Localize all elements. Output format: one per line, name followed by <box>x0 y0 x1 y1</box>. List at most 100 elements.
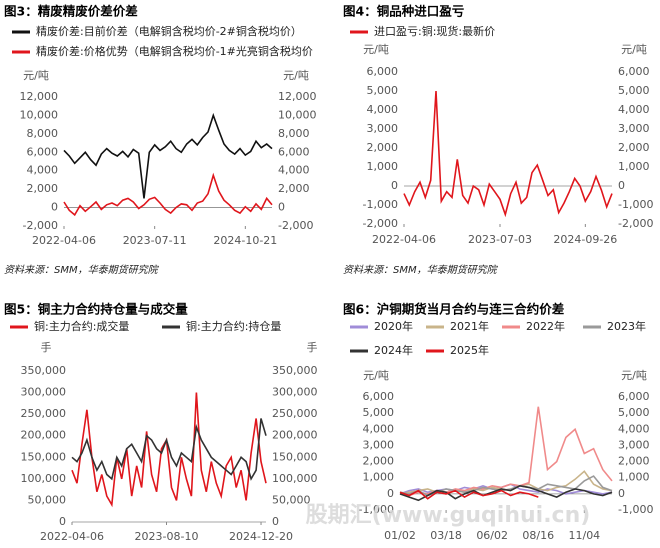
x-tick-label: 11/04 <box>568 529 600 542</box>
y-tick-label: 6,000 <box>27 145 59 158</box>
x-tick-label: 08/16 <box>522 529 554 542</box>
y-tick-label: 3,000 <box>367 122 399 135</box>
y-tick-label: 2,000 <box>363 455 395 468</box>
series-line <box>63 172 273 217</box>
y2-tick-label: 2,000 <box>618 455 650 468</box>
y2-tick-label: 5,000 <box>618 84 650 97</box>
legend-label: 2023年 <box>607 319 646 333</box>
x-tick-label: 2023-08-10 <box>135 530 199 543</box>
y2-tick-label: 2,000 <box>278 182 310 195</box>
x-tick-label: 2023-07-03 <box>468 233 532 246</box>
x-tick-label: 03/18 <box>430 529 462 542</box>
chart-title: 图6：沪铜期货当月合约与连三合约价差 <box>343 302 564 317</box>
y-unit-left: 元/吨 <box>23 69 49 82</box>
y2-tick-label: 300,000 <box>272 386 318 399</box>
legend-label: 精废价差:价格优势（电解铜含税均价-1#光亮铜含税均价 <box>36 44 313 58</box>
y-unit-right: 元/吨 <box>621 369 647 382</box>
x-tick-label: 2024-09-26 <box>553 233 617 246</box>
y2-tick-label: 2,000 <box>618 141 650 154</box>
y-tick-label: 10,000 <box>20 108 59 121</box>
y2-tick-label: 6,000 <box>618 65 650 78</box>
y-unit-right: 元/吨 <box>621 43 647 56</box>
y-tick-label: 150,000 <box>21 450 67 463</box>
x-tick-label: 2022-04-06 <box>32 234 96 247</box>
y2-tick-label: 250,000 <box>272 407 318 420</box>
y2-tick-label: -1,000 <box>618 503 653 516</box>
y-tick-label: -2,000 <box>363 217 398 230</box>
series-line <box>63 112 273 199</box>
y-tick-label: -1,000 <box>363 198 398 211</box>
y-tick-label: 5,000 <box>363 406 395 419</box>
x-tick-label: 06/02 <box>476 529 508 542</box>
y-unit-right: 元/吨 <box>283 69 309 82</box>
y-tick-label: 5,000 <box>367 84 399 97</box>
y-unit-left: 元/吨 <box>363 43 389 56</box>
x-tick-label: 2024-10-21 <box>213 234 277 247</box>
y2-tick-label: 0 <box>272 515 279 528</box>
x-tick-label: 2022-04-06 <box>40 530 104 543</box>
source-note: 资料来源：SMM，华泰期货研究院 <box>4 264 160 276</box>
y2-tick-label: 100,000 <box>272 472 318 485</box>
y2-tick-label: 0 <box>618 179 625 192</box>
y2-tick-label: 6,000 <box>278 145 310 158</box>
y-tick-label: 2,000 <box>367 141 399 154</box>
y-tick-label: 1,000 <box>367 160 399 173</box>
source-note: 资料来源：SMM，华泰期货研究院 <box>343 264 499 276</box>
y-tick-label: 0 <box>59 515 66 528</box>
legend-label: 精废价差:目前价差（电解铜含税均价-2#铜含税均价） <box>36 24 302 38</box>
legend-label: 2025年 <box>450 343 489 357</box>
y-tick-label: 4,000 <box>27 164 59 177</box>
y2-tick-label: -1,000 <box>618 198 653 211</box>
x-tick-label: 2022-04-06 <box>372 233 436 246</box>
y-tick-label: -2,000 <box>23 219 58 232</box>
watermark: 股期汇(www.guqihui.cn) <box>306 503 591 528</box>
y2-tick-label: 12,000 <box>278 90 317 103</box>
legend-label: 进口盈亏:铜:现货:最新价 <box>374 24 495 38</box>
y2-tick-label: 50,000 <box>272 493 311 506</box>
y-unit-left: 元/吨 <box>363 369 389 382</box>
y2-tick-label: 3,000 <box>618 438 650 451</box>
x-tick-label: 2024-12-20 <box>229 530 293 543</box>
legend-label: 2020年 <box>374 319 413 333</box>
y2-tick-label: 350,000 <box>272 364 318 377</box>
y-tick-label: 2,000 <box>27 182 59 195</box>
y2-tick-label: 4,000 <box>278 164 310 177</box>
y2-tick-label: 10,000 <box>278 108 317 121</box>
y2-tick-label: 0 <box>278 201 285 214</box>
y-tick-label: 1,000 <box>363 471 395 484</box>
y2-tick-label: 8,000 <box>278 127 310 140</box>
series-line <box>71 418 267 481</box>
y2-tick-label: 1,000 <box>618 471 650 484</box>
y2-tick-label: 4,000 <box>618 103 650 116</box>
series-line <box>71 392 267 508</box>
legend-label: 铜:主力合约:成交量 <box>34 319 129 333</box>
y2-tick-label: -2,000 <box>278 219 313 232</box>
y2-tick-label: 1,000 <box>618 160 650 173</box>
y-tick-label: 3,000 <box>363 438 395 451</box>
y-tick-label: 50,000 <box>28 493 67 506</box>
y-tick-label: 100,000 <box>21 472 67 485</box>
y2-tick-label: 200,000 <box>272 429 318 442</box>
y-tick-label: 300,000 <box>21 386 67 399</box>
y-tick-label: 200,000 <box>21 429 67 442</box>
legend-label: 2022年 <box>526 319 565 333</box>
y-tick-label: 12,000 <box>20 90 59 103</box>
legend-label: 2024年 <box>374 343 413 357</box>
y-tick-label: 6,000 <box>363 390 395 403</box>
y2-tick-label: 0 <box>618 487 625 500</box>
y-tick-label: 4,000 <box>363 422 395 435</box>
y2-tick-label: 5,000 <box>618 406 650 419</box>
y-tick-label: -1,000 <box>359 503 394 516</box>
y-tick-label: 4,000 <box>367 103 399 116</box>
y-tick-label: 8,000 <box>27 127 59 140</box>
legend-label: 2021年 <box>450 319 489 333</box>
series-line <box>399 489 539 500</box>
y2-tick-label: 150,000 <box>272 450 318 463</box>
y-tick-label: 0 <box>387 487 394 500</box>
y-tick-label: 0 <box>51 201 58 214</box>
series-line <box>403 90 613 218</box>
chart-title: 图3：精废精废价差价差 <box>4 4 138 19</box>
series-line <box>399 406 613 497</box>
y-tick-label: 0 <box>391 179 398 192</box>
